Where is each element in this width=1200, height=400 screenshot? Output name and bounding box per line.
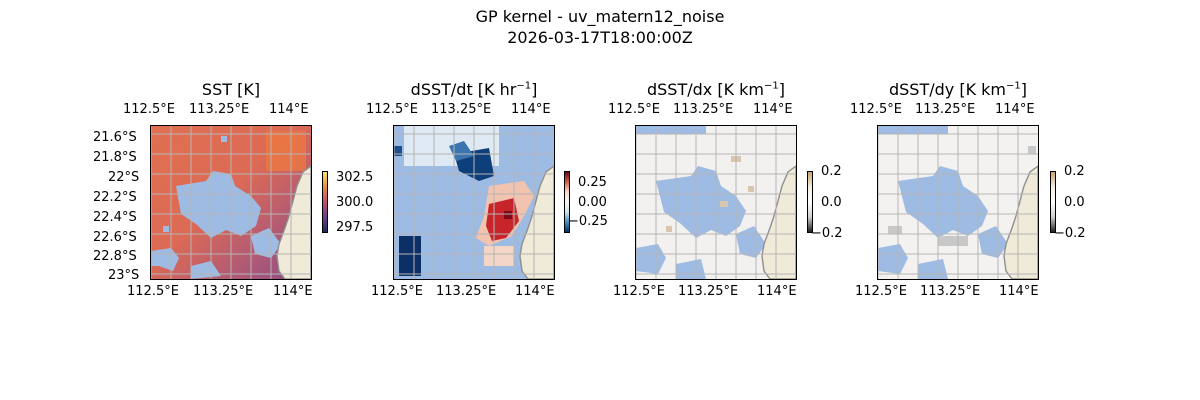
sst-warm-patch: [266, 131, 306, 171]
cbar-tick-0-0: 0.0: [1064, 195, 1085, 210]
y-tick-22-4: 22.4°S: [93, 210, 137, 225]
cbar-tick-0-0: 0.0: [821, 195, 842, 210]
bottom-tick-113-25: 113.25°E: [920, 284, 981, 299]
top-tick-114: 114°E: [269, 102, 309, 117]
y-tick-21-8: 21.8°S: [93, 150, 137, 165]
dt-cold-sw: [399, 236, 421, 276]
gridlines: [636, 126, 796, 279]
cbar-tick-0-2: 0.2: [1064, 164, 1085, 179]
map-dsst-dt-svg: [394, 126, 554, 279]
map-sst: [150, 125, 312, 280]
y-tick-22-8: 22.8°S: [93, 249, 137, 264]
top-tick-114: 114°E: [753, 102, 793, 117]
cbar-tick-neg-0-2: −0.2: [1054, 226, 1086, 241]
map-dsst-dx: [635, 125, 797, 280]
colorbar-dsst-dt: [564, 171, 570, 233]
bottom-tick-113-25: 113.25°E: [678, 284, 739, 299]
y-tick-22: 22°S: [108, 170, 140, 185]
colorbar-sst: [322, 171, 328, 233]
cbar-tick-0-2: 0.2: [821, 164, 842, 179]
top-tick-112-5: 112.5°E: [366, 102, 418, 117]
y-tick-22-6: 22.6°S: [93, 230, 137, 245]
bottom-tick-112-5: 112.5°E: [855, 284, 907, 299]
top-tick-114: 114°E: [511, 102, 551, 117]
map-dsst-dx-svg: [636, 126, 796, 279]
map-dsst-dy: [877, 125, 1039, 280]
cbar-tick-0-25: 0.25: [578, 175, 607, 190]
map-sst-svg: [151, 126, 311, 279]
panel-title-dsst-dx: dSST/dx [K km−1]: [646, 80, 785, 99]
y-tick-23: 23°S: [108, 268, 140, 283]
dy-gradient-patches: [888, 146, 1036, 246]
map-dsst-dt: [393, 125, 555, 280]
dt-warm-south: [484, 246, 514, 266]
gridlines: [394, 126, 554, 279]
figure-subtitle: 2026-03-17T18:00:00Z: [507, 28, 693, 47]
top-tick-112-5: 112.5°E: [608, 102, 660, 117]
figure-title: GP kernel - uv_matern12_noise: [475, 7, 725, 26]
dt-cold-nw: [394, 146, 402, 156]
bottom-tick-114: 114°E: [273, 284, 313, 299]
cbar-tick-302-5: 302.5: [336, 170, 374, 185]
top-tick-113-25: 113.25°E: [189, 102, 250, 117]
bottom-tick-112-5: 112.5°E: [371, 284, 423, 299]
bottom-tick-114: 114°E: [515, 284, 555, 299]
dt-hot-spot: [504, 211, 512, 219]
cbar-tick-300: 300.0: [336, 195, 374, 210]
y-tick-21-6: 21.6°S: [93, 130, 137, 145]
top-tick-112-5: 112.5°E: [850, 102, 902, 117]
bottom-tick-114: 114°E: [757, 284, 797, 299]
colorbar-dsst-dy: [1050, 171, 1056, 233]
bottom-tick-112-5: 112.5°E: [127, 284, 179, 299]
panel-title-sst: SST [K]: [201, 80, 261, 99]
bottom-tick-112-5: 112.5°E: [613, 284, 665, 299]
top-tick-114: 114°E: [995, 102, 1035, 117]
colorbar-dsst-dx: [807, 171, 813, 233]
bottom-tick-113-25: 113.25°E: [193, 284, 254, 299]
y-tick-22-2: 22.2°S: [93, 190, 137, 205]
map-dsst-dy-svg: [878, 126, 1038, 279]
bottom-tick-114: 114°E: [999, 284, 1039, 299]
panel-title-dsst-dy: dSST/dy [K km−1]: [888, 80, 1027, 99]
cbar-tick-neg-0-25: −0.25: [568, 214, 608, 229]
gridlines: [151, 126, 311, 279]
top-tick-113-25: 113.25°E: [431, 102, 492, 117]
bottom-tick-113-25: 113.25°E: [436, 284, 497, 299]
top-tick-113-25: 113.25°E: [673, 102, 734, 117]
cbar-tick-neg-0-2: −0.2: [811, 226, 843, 241]
top-tick-113-25: 113.25°E: [915, 102, 976, 117]
cbar-tick-0: 0.00: [578, 195, 607, 210]
gridlines: [878, 126, 1038, 279]
dt-cold-edge: [449, 141, 474, 161]
panel-title-dsst-dt: dSST/dt [K hr−1]: [410, 80, 538, 99]
cbar-tick-297-5: 297.5: [336, 220, 374, 235]
top-tick-112-5: 112.5°E: [123, 102, 175, 117]
